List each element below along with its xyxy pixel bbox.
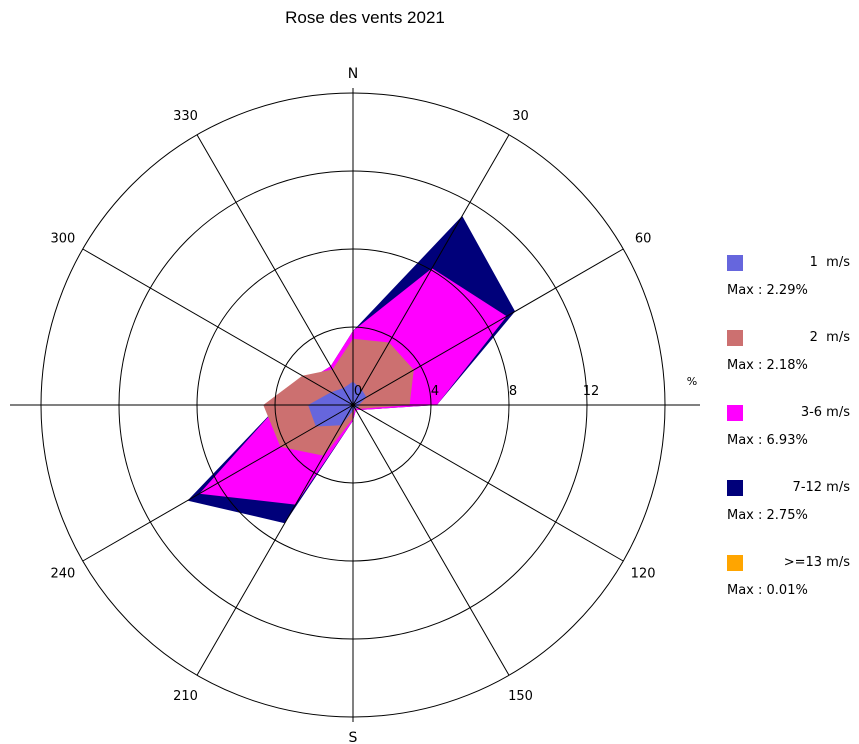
label-layer: N S 30 60 120 150 210 240 300 330 0 4 8 12% xyxy=(50,66,697,744)
legend-max-value: Max : 2.18% xyxy=(727,358,808,373)
spoke-120 xyxy=(352,404,624,562)
spoke-300 xyxy=(82,248,354,406)
legend-item: 7-12 m/s Max : 2.75% xyxy=(722,475,857,550)
angle-label-120: 120 xyxy=(631,567,656,582)
spoke-240 xyxy=(82,404,354,562)
label-north: N xyxy=(348,66,358,82)
angle-label-60: 60 xyxy=(635,232,652,247)
legend-label: 7-12 m/s xyxy=(792,480,850,495)
spoke-30 xyxy=(352,134,510,406)
legend-swatch xyxy=(727,255,743,271)
angle-label-210: 210 xyxy=(173,689,198,704)
spoke-60 xyxy=(352,248,624,406)
legend-item: 3-6 m/s Max : 6.93% xyxy=(722,400,857,475)
legend: 1 m/s Max : 2.29% 2 m/s Max : 2.18% 3-6 m/s M… xyxy=(722,250,857,625)
radial-tick-8: 8 xyxy=(509,384,517,399)
legend-label: 2 m/s xyxy=(809,330,850,345)
legend-swatch xyxy=(727,330,743,346)
legend-label: 1 m/s xyxy=(809,255,850,270)
legend-label: 3-6 m/s xyxy=(800,405,850,420)
legend-item: 1 m/s Max : 2.29% xyxy=(722,250,857,325)
legend-item: 2 m/s Max : 2.18% xyxy=(722,325,857,400)
legend-swatch xyxy=(727,480,743,496)
angle-label-330: 330 xyxy=(173,109,198,124)
angle-label-300: 300 xyxy=(50,232,75,247)
label-south: S xyxy=(349,730,358,744)
unit-label: % xyxy=(687,375,697,388)
spoke-330 xyxy=(196,134,354,406)
legend-label: >=13 m/s xyxy=(783,555,850,570)
angle-label-30: 30 xyxy=(512,109,529,124)
spoke-150 xyxy=(352,404,510,676)
legend-max-value: Max : 6.93% xyxy=(727,433,808,448)
legend-max-value: Max : 2.75% xyxy=(727,508,808,523)
wind-rose-chart: N S 30 60 120 150 210 240 300 330 0 4 8 12% xyxy=(10,66,700,744)
radial-tick-4: 4 xyxy=(431,384,439,399)
legend-max-value: Max : 0.01% xyxy=(727,583,808,598)
chart-title: Rose des vents 2021 xyxy=(285,8,445,27)
legend-swatch xyxy=(727,555,743,571)
legend-swatch xyxy=(727,405,743,421)
legend-max-value: Max : 2.29% xyxy=(727,283,808,298)
spoke-210 xyxy=(196,404,354,676)
legend-item: >=13 m/s Max : 0.01% xyxy=(722,550,857,625)
angle-label-150: 150 xyxy=(508,689,533,704)
series-0-polygon xyxy=(308,381,367,427)
angle-label-240: 240 xyxy=(50,567,75,582)
radial-tick-12: 12 xyxy=(583,384,600,399)
grid-layer xyxy=(10,88,700,722)
radial-tick-0: 0 xyxy=(354,384,362,399)
series-layer xyxy=(187,215,516,524)
